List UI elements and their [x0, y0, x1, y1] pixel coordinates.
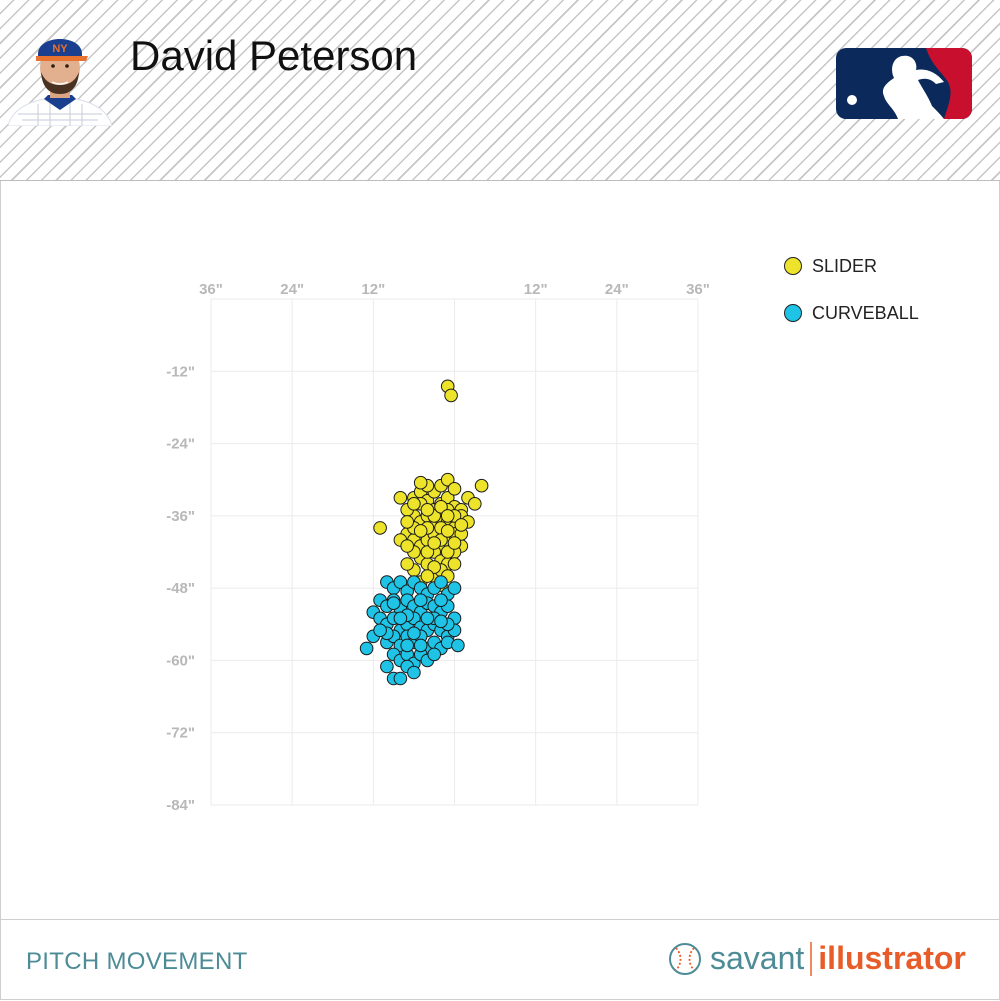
- pitch-point-curveball: [427, 647, 442, 662]
- pitch-point-curveball: [407, 626, 421, 641]
- pitch-point-slider: [393, 491, 408, 505]
- chart-legend: SLIDER CURVEBALL: [783, 255, 919, 349]
- pitch-movement-chart: 36" 24" 12" 12" 24" 36" -12" -24" -36" -48" -60" -7…: [166, 281, 710, 814]
- brand-illustrator: illustrator: [818, 940, 966, 976]
- chart-points: [359, 379, 489, 686]
- pitch-point-slider: [440, 524, 455, 538]
- player-headshot-icon: NY: [8, 39, 112, 126]
- pitch-point-slider: [400, 539, 415, 553]
- pitch-point-curveball: [447, 581, 462, 595]
- pitch-point-slider: [407, 497, 421, 511]
- pitch-point-curveball: [393, 575, 408, 589]
- y-tick-label: -60": [166, 652, 195, 669]
- pitch-point-slider: [427, 536, 442, 550]
- pitch-point-slider: [440, 545, 455, 559]
- footer-bar: PITCH MOVEMENT savant illustrator: [0, 919, 1000, 1001]
- footer-title: PITCH MOVEMENT: [26, 948, 248, 975]
- y-tick-label: -72": [166, 725, 195, 742]
- y-tick-label: -84": [166, 797, 195, 814]
- pitch-point-curveball: [407, 665, 421, 680]
- x-tick-label: 24": [280, 281, 304, 298]
- pitch-point-slider: [468, 497, 482, 511]
- x-tick-label: 36": [199, 281, 223, 298]
- pitch-point-curveball: [413, 638, 428, 653]
- svg-text:NY: NY: [52, 43, 68, 55]
- pitch-point-curveball: [373, 623, 387, 638]
- legend-swatch-slider: [784, 257, 802, 275]
- legend-label-curveball: CURVEBALL: [812, 302, 919, 323]
- pitch-point-slider: [413, 524, 428, 538]
- pitch-point-slider: [400, 515, 415, 529]
- y-tick-label: -48": [166, 580, 195, 597]
- x-tick-label: 12": [361, 281, 385, 298]
- brand-separator: [810, 941, 813, 976]
- y-tick-label: -12": [166, 363, 195, 380]
- pitch-point-slider: [447, 557, 462, 571]
- pitch-point-curveball: [393, 611, 408, 626]
- x-tick-label: 12": [524, 281, 548, 298]
- pitch-point-curveball: [434, 614, 448, 629]
- x-tick-label: 24": [605, 281, 629, 298]
- pitch-point-slider: [447, 482, 462, 496]
- pitch-point-slider: [440, 472, 455, 487]
- mlb-logo-icon: [836, 48, 972, 119]
- chart-axes: 36" 24" 12" 12" 24" 36" -12" -24" -36" -48" -60" -7…: [166, 281, 710, 814]
- pitch-point-curveball: [380, 659, 394, 674]
- pitch-point-slider: [454, 518, 469, 532]
- header-banner: NY David Peterson: [0, 0, 1000, 181]
- pitch-point-curveball: [434, 593, 448, 608]
- pitch-point-curveball: [420, 611, 435, 626]
- pitch-point-curveball: [413, 593, 428, 608]
- pitch-point-curveball: [451, 638, 465, 653]
- legend-item-slider: SLIDER: [783, 255, 919, 277]
- baseball-icon: [669, 942, 701, 975]
- brand-savant: savant: [710, 940, 805, 976]
- pitch-point-curveball: [386, 596, 401, 611]
- y-tick-label: -36": [166, 508, 195, 525]
- brand-mark: savant illustrator: [668, 940, 966, 977]
- legend-item-curveball: CURVEBALL: [783, 302, 919, 324]
- pitch-point-slider: [440, 509, 455, 523]
- pitch-point-slider: [400, 557, 415, 571]
- pitch-point-slider: [420, 503, 435, 517]
- player-name: David Peterson: [130, 32, 418, 79]
- pitch-point-slider: [444, 388, 458, 403]
- pitch-point-slider: [373, 521, 387, 535]
- pitch-point-curveball: [434, 575, 448, 589]
- pitch-point-slider: [434, 500, 448, 514]
- pitch-point-slider: [427, 560, 442, 574]
- pitch-point-slider: [420, 545, 435, 559]
- pitch-point-curveball: [393, 671, 408, 686]
- legend-label-slider: SLIDER: [812, 255, 878, 276]
- pitch-point-slider: [447, 536, 462, 550]
- pitch-point-slider: [420, 569, 435, 583]
- pitch-point-slider: [474, 478, 489, 493]
- legend-swatch-curveball: [784, 304, 802, 322]
- pitch-point-curveball: [359, 641, 374, 656]
- pitch-point-slider: [413, 475, 428, 490]
- y-tick-label: -24": [166, 436, 195, 453]
- x-tick-label: 36": [686, 281, 710, 298]
- pitch-point-curveball: [400, 638, 415, 653]
